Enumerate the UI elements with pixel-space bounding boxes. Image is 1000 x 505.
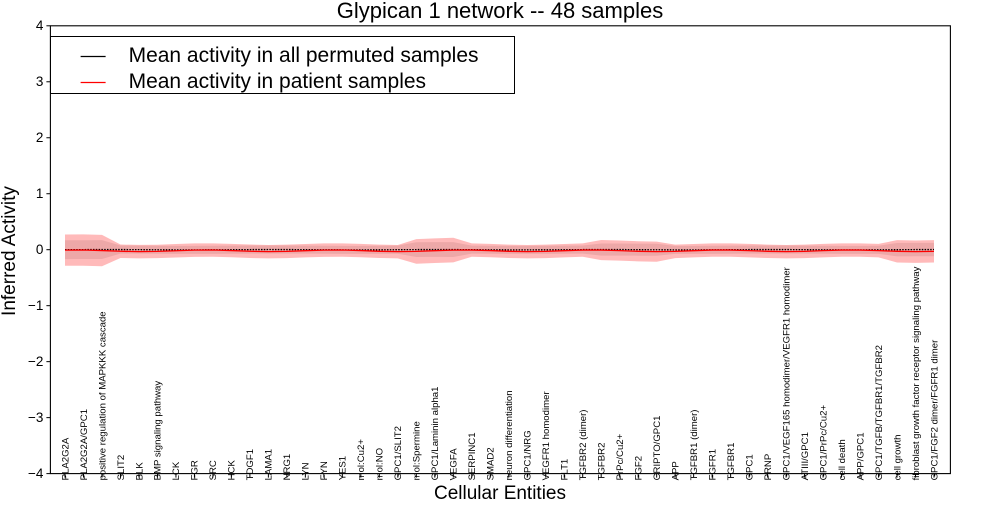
svg-text:PLA2G2A: PLA2G2A [60, 437, 71, 480]
svg-text:mol:Spermine: mol:Spermine [412, 421, 423, 480]
svg-text:HCK: HCK [227, 460, 238, 481]
svg-text:−2: −2 [28, 354, 43, 369]
svg-text:−1: −1 [28, 298, 43, 313]
svg-text:cell growth: cell growth [892, 435, 903, 481]
svg-text:BMP signaling pathway: BMP signaling pathway [153, 381, 164, 481]
svg-text:neuron differentiation: neuron differentiation [504, 390, 515, 480]
svg-text:Mean activity in patient sampl: Mean activity in patient samples [129, 70, 426, 93]
svg-text:2: 2 [36, 130, 44, 145]
svg-text:GPC1/FGF2 dimer/FGFR1 dimer: GPC1/FGF2 dimer/FGFR1 dimer [929, 339, 940, 481]
svg-text:BLK: BLK [134, 462, 145, 481]
svg-text:GPC1/NRG: GPC1/NRG [523, 430, 534, 480]
svg-text:mol:Cu2+: mol:Cu2+ [356, 439, 367, 481]
svg-text:SERPINC1: SERPINC1 [467, 432, 478, 480]
svg-text:GPC1/VEGF165 homodimer/VEGFR1: GPC1/VEGF165 homodimer/VEGFR1 homodimer [781, 266, 792, 480]
svg-text:TGFBR2 (dimer): TGFBR2 (dimer) [578, 410, 589, 481]
svg-text:−3: −3 [28, 410, 43, 425]
svg-text:SLIT2: SLIT2 [116, 455, 127, 481]
svg-text:VEGFA: VEGFA [449, 448, 460, 481]
svg-text:FGF2: FGF2 [633, 456, 644, 481]
svg-text:LCK: LCK [171, 461, 182, 480]
svg-text:TGFBR1 (dimer): TGFBR1 (dimer) [689, 410, 700, 481]
svg-text:1: 1 [36, 186, 44, 201]
svg-text:NRG1: NRG1 [282, 454, 293, 481]
svg-text:FGR: FGR [190, 460, 201, 480]
svg-text:positive regulation of MAPKKK: positive regulation of MAPKKK cascade [97, 311, 108, 480]
svg-text:LYN: LYN [301, 462, 312, 480]
svg-text:VEGFR1 homodimer: VEGFR1 homodimer [541, 391, 552, 481]
svg-text:PLA2G2A/GPC1: PLA2G2A/GPC1 [79, 409, 90, 480]
svg-text:GPC1/TGFB/TGFBR1/TGFBR2: GPC1/TGFB/TGFBR1/TGFBR2 [874, 345, 885, 480]
svg-text:SMAD2: SMAD2 [486, 447, 497, 480]
svg-text:LAMA1: LAMA1 [264, 449, 275, 480]
svg-text:ATIII/GPC1: ATIII/GPC1 [800, 432, 811, 480]
svg-text:fibroblast growth factor recep: fibroblast growth factor receptor signal… [911, 266, 922, 480]
svg-text:TDGF1: TDGF1 [245, 449, 256, 480]
svg-text:PrPc/Cu2+: PrPc/Cu2+ [615, 433, 626, 480]
svg-text:3: 3 [36, 74, 44, 89]
svg-text:GPC1/SLIT2: GPC1/SLIT2 [393, 426, 404, 480]
svg-text:TGFBR2: TGFBR2 [596, 443, 607, 481]
svg-text:FYN: FYN [319, 461, 330, 480]
svg-text:0: 0 [36, 242, 44, 257]
svg-text:GPC1/Laminin alpha1: GPC1/Laminin alpha1 [430, 387, 441, 481]
svg-text:cell death: cell death [837, 439, 848, 480]
svg-text:APP/GPC1: APP/GPC1 [855, 432, 866, 480]
svg-text:APP: APP [670, 461, 681, 480]
svg-text:Mean activity in all permuted: Mean activity in all permuted samples [129, 44, 479, 67]
svg-text:SRC: SRC [208, 460, 219, 480]
svg-text:TGFBR1: TGFBR1 [726, 443, 737, 481]
svg-text:CRIPTO/GPC1: CRIPTO/GPC1 [652, 416, 663, 481]
svg-text:FGFR1: FGFR1 [707, 449, 718, 480]
svg-text:−4: −4 [28, 466, 44, 481]
svg-text:mol:NO: mol:NO [375, 448, 386, 481]
svg-text:PRNP: PRNP [763, 454, 774, 481]
svg-text:YES1: YES1 [338, 456, 349, 481]
svg-text:FLT1: FLT1 [560, 459, 571, 481]
svg-text:GPC1/PrPc/Cu2+: GPC1/PrPc/Cu2+ [818, 405, 829, 481]
svg-text:GPC1: GPC1 [744, 454, 755, 480]
